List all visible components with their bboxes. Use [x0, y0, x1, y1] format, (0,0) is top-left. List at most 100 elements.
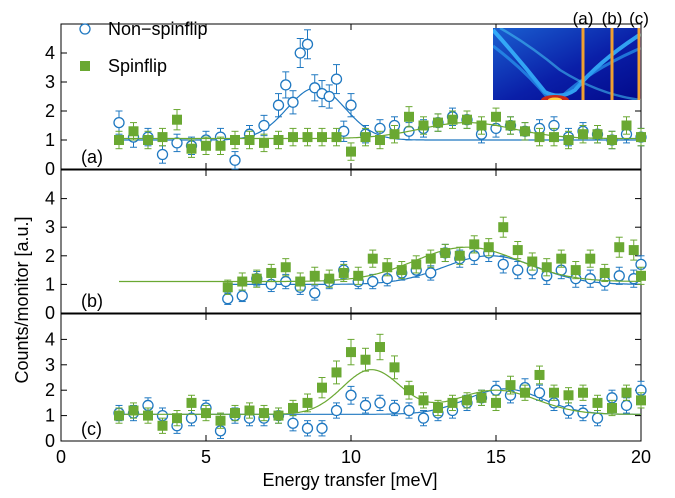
- panel-frame: [60, 169, 642, 314]
- data-point: [404, 385, 414, 396]
- data-point: [258, 119, 270, 132]
- data-point: [578, 387, 588, 398]
- data-point: [273, 135, 284, 145]
- data-point: [338, 267, 349, 278]
- data-point: [330, 404, 343, 417]
- data-point: [280, 79, 292, 91]
- data-point: [287, 96, 299, 108]
- data-point: [186, 143, 197, 154]
- panel-1: 0 1 2 3 4 (a): [45, 23, 647, 179]
- data-point: [578, 129, 588, 140]
- y-tick-label: 4: [45, 189, 55, 209]
- y-tick-label: 2: [45, 246, 55, 266]
- data-point: [374, 397, 386, 409]
- panel-label: (b): [81, 291, 103, 311]
- data-point: [534, 369, 545, 380]
- data-point: [236, 290, 248, 302]
- data-point: [620, 399, 633, 412]
- data-point: [497, 258, 509, 271]
- data-point: [404, 111, 414, 122]
- inset-band: [493, 44, 641, 100]
- data-point: [185, 412, 198, 424]
- data-point: [230, 135, 240, 145]
- data-point: [592, 129, 603, 140]
- data-point: [469, 239, 480, 250]
- data-point: [316, 422, 328, 434]
- y-tick-label: 3: [45, 355, 55, 375]
- legend-label-spinflip: Spinflip: [108, 56, 167, 76]
- legend: Non−spinflip Spinflip: [79, 19, 208, 76]
- data-point: [172, 413, 182, 424]
- data-point: [389, 362, 400, 373]
- x-tick-label: 10: [341, 447, 361, 467]
- data-point: [113, 116, 125, 129]
- data-point: [367, 275, 379, 288]
- data-point: [621, 387, 632, 398]
- data-point: [505, 120, 516, 131]
- data-point: [309, 82, 321, 94]
- data-point: [367, 253, 378, 264]
- data-point: [317, 382, 327, 393]
- data-point: [251, 273, 262, 284]
- data-point: [533, 387, 546, 399]
- y-tick-label: 0: [45, 159, 55, 179]
- data-point: [592, 397, 603, 408]
- data-point: [287, 417, 299, 429]
- y-tick-label: 4: [45, 329, 55, 349]
- data-point: [375, 135, 385, 145]
- data-point: [563, 390, 574, 401]
- data-point: [418, 395, 429, 406]
- data-point: [215, 140, 226, 151]
- data-point: [309, 287, 321, 299]
- x-axis-label: Energy transfer [meV]: [262, 470, 437, 490]
- data-point: [454, 250, 465, 261]
- data-point: [512, 245, 523, 256]
- data-point: [273, 410, 284, 421]
- data-point: [527, 256, 538, 267]
- data-point: [359, 399, 372, 412]
- data-point: [418, 120, 429, 131]
- data-point: [353, 270, 364, 281]
- data-point: [636, 132, 646, 143]
- data-point: [128, 405, 139, 416]
- data-point: [244, 135, 255, 145]
- series-spinflip: [114, 106, 646, 161]
- data-point: [172, 114, 182, 125]
- data-point: [317, 132, 327, 143]
- data-point: [591, 412, 604, 424]
- data-point: [230, 408, 240, 419]
- y-tick-label: 1: [45, 130, 55, 150]
- data-point: [541, 262, 552, 273]
- inset-content: [493, 28, 641, 100]
- inset-marker-label: (b): [602, 9, 623, 28]
- data-point: [171, 137, 183, 149]
- data-point: [360, 132, 371, 143]
- data-point: [440, 247, 451, 258]
- data-point: [462, 395, 472, 406]
- inset-hotspot: [548, 97, 562, 100]
- data-point: [534, 132, 545, 143]
- data-point: [577, 407, 589, 419]
- data-point: [396, 265, 407, 276]
- data-point: [512, 264, 524, 276]
- data-point: [301, 38, 314, 50]
- y-tick-label: 3: [45, 217, 55, 237]
- data-point: [222, 282, 233, 293]
- data-point: [389, 129, 400, 140]
- data-point: [607, 135, 617, 145]
- y-axis-label: Counts/monitor [a.u.]: [12, 216, 32, 383]
- data-point: [476, 392, 487, 403]
- data-point: [331, 132, 342, 143]
- data-point: [157, 420, 168, 431]
- data-point: [403, 404, 415, 417]
- data-point: [556, 253, 567, 264]
- data-point: [345, 389, 357, 401]
- data-point: [433, 402, 443, 413]
- data-point: [114, 135, 124, 145]
- panels-layer: 0 1 2 3 4 (a) 0 1 2 3 4 (b) 0 1 2 3 4 0 5 10 15 20 (c): [45, 23, 651, 467]
- y-tick-label: 0: [45, 431, 55, 451]
- data-point: [636, 395, 646, 406]
- x-tick-label: 15: [486, 447, 506, 467]
- data-point: [433, 117, 443, 128]
